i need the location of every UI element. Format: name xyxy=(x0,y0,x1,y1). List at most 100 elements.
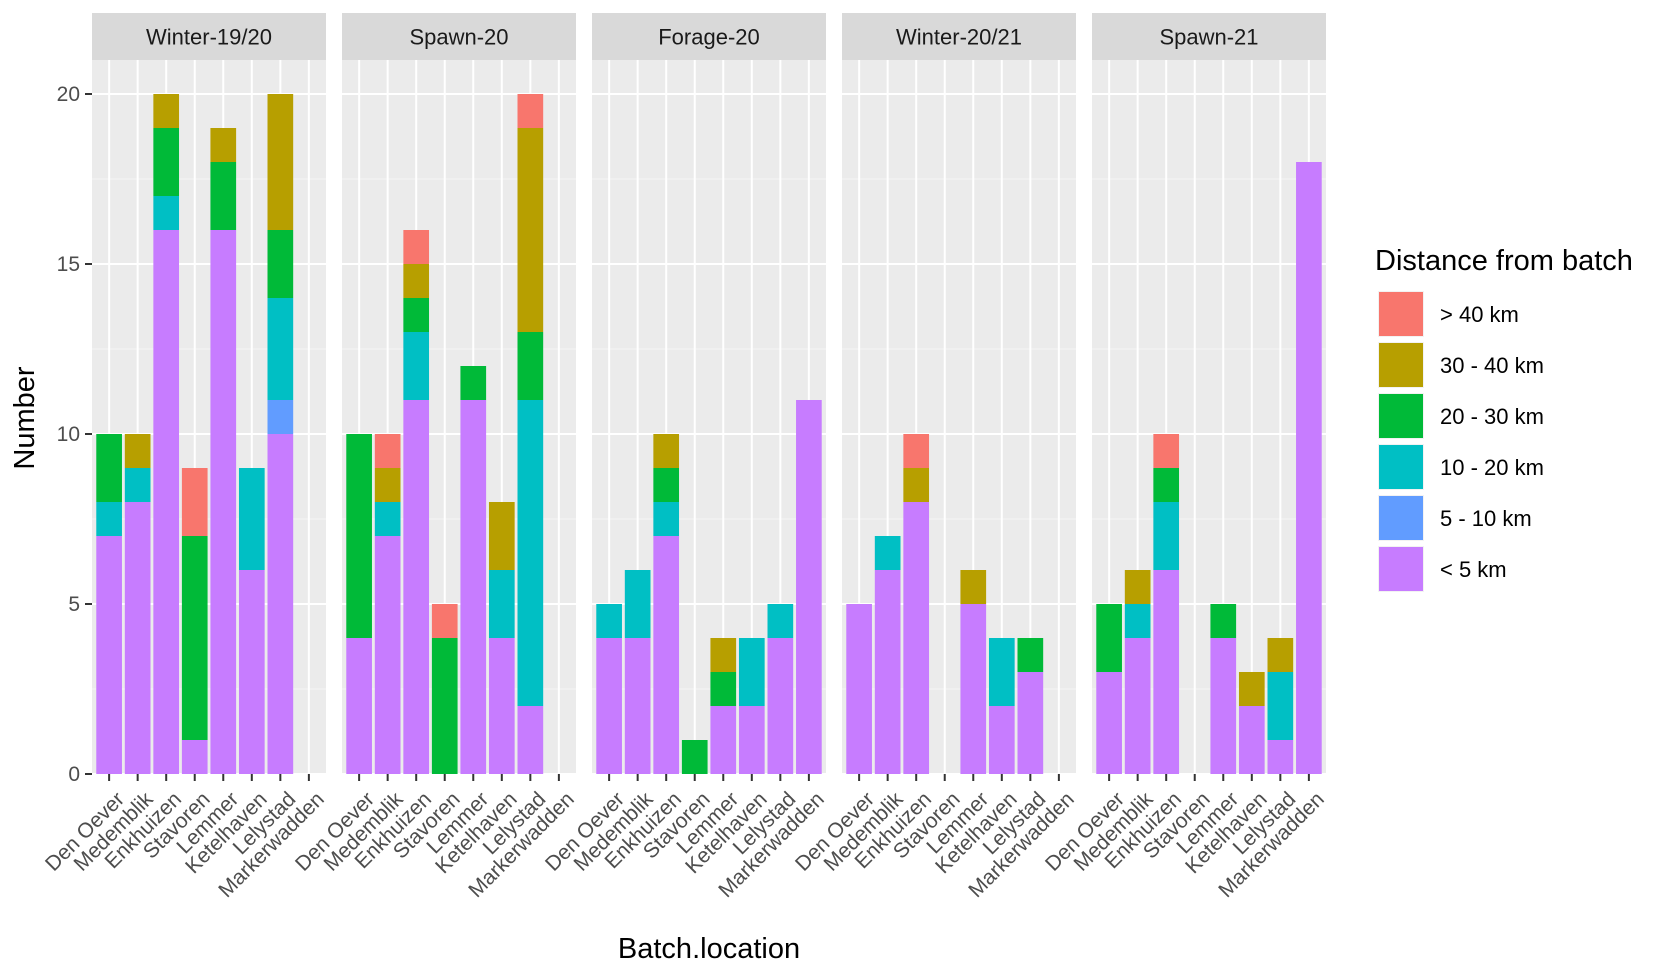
bar-segment xyxy=(124,502,151,774)
bar-segment xyxy=(374,434,401,468)
bar-segment xyxy=(210,230,237,774)
bar-segment xyxy=(653,468,680,502)
bar-segment xyxy=(488,570,515,638)
bar-segment xyxy=(1296,162,1322,774)
bar-segment xyxy=(1267,740,1294,774)
bar-segment xyxy=(1153,502,1180,570)
bar-segment xyxy=(988,638,1015,706)
bar-segment xyxy=(1124,638,1151,774)
bar-segment xyxy=(738,706,765,774)
bar-segment xyxy=(517,128,544,332)
legend-item-label: 30 - 40 km xyxy=(1440,353,1544,378)
bar-segment xyxy=(374,502,401,536)
bar-segment xyxy=(1096,672,1122,774)
y-axis-title: Number xyxy=(9,366,41,469)
legend-item: < 5 km xyxy=(1378,546,1507,592)
bar-segment xyxy=(988,706,1015,774)
legend-item-label: 10 - 20 km xyxy=(1440,455,1544,480)
y-tick-label: 15 xyxy=(57,253,80,276)
bar-segment xyxy=(517,706,544,774)
bar-segment xyxy=(431,638,458,774)
legend: Distance from batch > 40 km 30 - 40 km 20 … xyxy=(1375,245,1633,592)
bar-segment xyxy=(267,230,294,298)
legend-key-swatch xyxy=(1379,292,1423,336)
bar-segment xyxy=(1096,604,1122,672)
facet-strip-label: Winter-19/20 xyxy=(146,25,272,50)
facet-strip xyxy=(92,13,326,60)
bar-segment xyxy=(403,230,430,264)
bar-segment xyxy=(960,604,987,774)
legend-key-swatch xyxy=(1379,547,1423,591)
bar-segment xyxy=(710,672,737,706)
bar-segment xyxy=(153,196,180,230)
bar-segment xyxy=(488,502,515,570)
legend-items: > 40 km 30 - 40 km 20 - 30 km 10 - 20 km 5 -… xyxy=(1378,291,1544,592)
bar-segment xyxy=(1238,706,1265,774)
bar-segment xyxy=(796,400,822,774)
bar-segment xyxy=(1124,604,1151,638)
legend-key-swatch xyxy=(1379,445,1423,489)
legend-item-label: > 40 km xyxy=(1440,302,1519,327)
bar-segment xyxy=(346,434,372,638)
bar-segment xyxy=(874,570,901,774)
bar-segment xyxy=(903,468,930,502)
bar-segment xyxy=(431,604,458,638)
bar-segment xyxy=(460,400,487,774)
bar-segment xyxy=(960,570,987,604)
bar-segment xyxy=(1153,434,1180,468)
legend-item: 5 - 10 km xyxy=(1378,495,1532,541)
bar-segment xyxy=(767,604,794,638)
bar-segment xyxy=(460,366,487,400)
bar-segment xyxy=(346,638,372,774)
bar-segment xyxy=(238,570,265,774)
bar-segment xyxy=(903,502,930,774)
bar-segment xyxy=(517,94,544,128)
bar-segment xyxy=(624,570,651,638)
bar-segment xyxy=(210,162,237,230)
bar-segment xyxy=(710,638,737,672)
bar-segment xyxy=(238,468,265,570)
bar-segment xyxy=(181,468,208,536)
bar-segment xyxy=(210,128,237,162)
bar-segment xyxy=(846,604,872,774)
legend-item: > 40 km xyxy=(1378,291,1519,337)
bar-segment xyxy=(403,298,430,332)
facet-strip xyxy=(842,13,1076,60)
legend-item: 10 - 20 km xyxy=(1378,444,1544,490)
facet-strip-label: Winter-20/21 xyxy=(896,25,1022,50)
legend-item: 30 - 40 km xyxy=(1378,342,1544,388)
legend-item-label: < 5 km xyxy=(1440,557,1507,582)
facet-strip-label: Forage-20 xyxy=(658,25,760,50)
bar-segment xyxy=(267,298,294,400)
bar-segment xyxy=(1153,468,1180,502)
bar-segment xyxy=(267,400,294,434)
bar-segment xyxy=(903,434,930,468)
facet-strip xyxy=(592,13,826,60)
bar-segment xyxy=(874,536,901,570)
bar-segment xyxy=(96,536,122,774)
bar-segment xyxy=(517,332,544,400)
facet-strip xyxy=(1092,13,1326,60)
y-tick-label: 0 xyxy=(68,763,80,786)
bar-segment xyxy=(596,604,622,638)
bar-segment xyxy=(681,740,708,774)
bar-segment xyxy=(1267,638,1294,672)
bar-segment xyxy=(1238,672,1265,706)
bar-segment xyxy=(124,434,151,468)
x-axis-title: Batch.location xyxy=(618,933,800,965)
legend-key-swatch xyxy=(1379,394,1423,438)
legend-key-swatch xyxy=(1379,496,1423,540)
bar-segment xyxy=(653,502,680,536)
bar-segment xyxy=(653,434,680,468)
legend-item: 20 - 30 km xyxy=(1378,393,1544,439)
bar-segment xyxy=(96,502,122,536)
bar-segment xyxy=(403,332,430,400)
bar-segment xyxy=(488,638,515,774)
